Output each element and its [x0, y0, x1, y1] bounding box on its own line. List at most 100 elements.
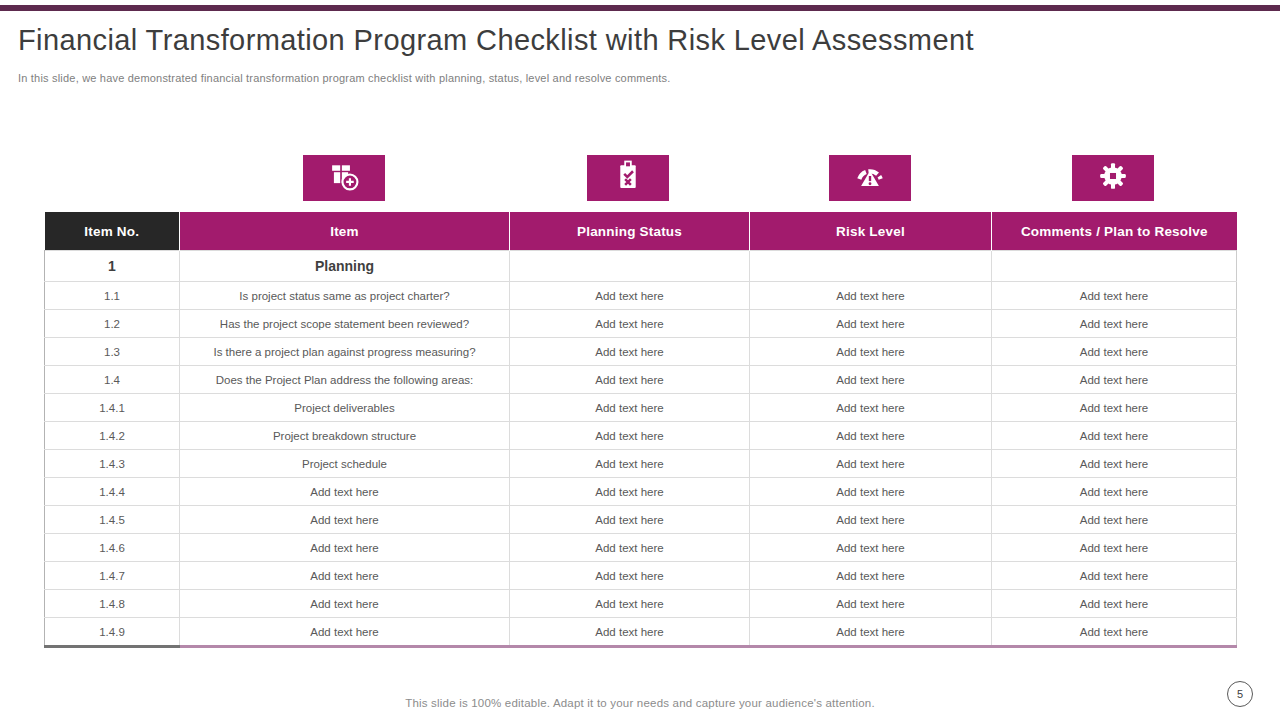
column-header-item: Item [180, 212, 510, 251]
item-cell: Add text here [180, 478, 510, 506]
item-cell: Project breakdown structure [180, 422, 510, 450]
item-cell: Add text here [180, 590, 510, 618]
table-row: 1.4.6 Add text here Add text here Add te… [45, 534, 1237, 562]
risk-cell[interactable]: Add text here [750, 422, 992, 450]
item-cell: Project schedule [180, 450, 510, 478]
status-cell[interactable]: Add text here [510, 506, 750, 534]
item-no-cell: 1.4.9 [45, 618, 180, 647]
status-cell[interactable]: Add text here [510, 562, 750, 590]
item-no-cell: 1.4.8 [45, 590, 180, 618]
resolve-gear-icon-tile [1072, 155, 1154, 201]
comments-cell[interactable]: Add text here [992, 422, 1237, 450]
item-cell: Is project status same as project charte… [180, 282, 510, 310]
table-row: 1.1 Is project status same as project ch… [45, 282, 1237, 310]
comments-cell[interactable]: Add text here [992, 534, 1237, 562]
item-no-cell: 1.4.6 [45, 534, 180, 562]
footer-note: This slide is 100% editable. Adapt it to… [0, 697, 1280, 709]
status-cell[interactable]: Add text here [510, 366, 750, 394]
risk-cell[interactable]: Add text here [750, 394, 992, 422]
page-subtitle: In this slide, we have demonstrated fina… [18, 72, 1118, 84]
risk-gauge-icon-tile [829, 155, 911, 201]
comments-cell[interactable]: Add text here [992, 478, 1237, 506]
add-item-icon [325, 157, 363, 199]
status-cell[interactable]: Add text here [510, 394, 750, 422]
comments-cell[interactable]: Add text here [992, 562, 1237, 590]
item-cell: Project deliverables [180, 394, 510, 422]
table-row: 1.4.7 Add text here Add text here Add te… [45, 562, 1237, 590]
resolve-gear-icon [1094, 157, 1132, 199]
item-no-cell: 1 [45, 251, 180, 282]
item-no-cell: 1.4 [45, 366, 180, 394]
risk-cell[interactable]: Add text here [750, 338, 992, 366]
risk-cell [750, 251, 992, 282]
item-cell: Add text here [180, 562, 510, 590]
status-cell[interactable]: Add text here [510, 534, 750, 562]
item-no-cell: 1.4.4 [45, 478, 180, 506]
column-header-risk-level: Risk Level [750, 212, 992, 251]
item-cell: Add text here [180, 618, 510, 647]
item-no-cell: 1.4.5 [45, 506, 180, 534]
risk-cell[interactable]: Add text here [750, 590, 992, 618]
item-cell: Planning [180, 251, 510, 282]
comments-cell[interactable]: Add text here [992, 590, 1237, 618]
status-cell[interactable]: Add text here [510, 618, 750, 647]
item-no-cell: 1.4.1 [45, 394, 180, 422]
table-row: 1.2 Has the project scope statement been… [45, 310, 1237, 338]
table-row: 1.4.3 Project schedule Add text here Add… [45, 450, 1237, 478]
risk-cell[interactable]: Add text here [750, 310, 992, 338]
comments-cell[interactable]: Add text here [992, 618, 1237, 647]
table-row: 1.4.9 Add text here Add text here Add te… [45, 618, 1237, 647]
table-row: 1.4.8 Add text here Add text here Add te… [45, 590, 1237, 618]
column-header-item-no: Item No. [45, 212, 180, 251]
checklist-table: Item No. Item Planning Status Risk Level… [44, 212, 1237, 648]
checklist-icon-tile [587, 155, 669, 201]
comments-cell[interactable]: Add text here [992, 450, 1237, 478]
page-number-badge: 5 [1227, 681, 1253, 707]
table-row: 1.3 Is there a project plan against prog… [45, 338, 1237, 366]
status-cell[interactable]: Add text here [510, 310, 750, 338]
table-row: 1.4.1 Project deliverables Add text here… [45, 394, 1237, 422]
risk-cell[interactable]: Add text here [750, 450, 992, 478]
comments-cell [992, 251, 1237, 282]
item-no-cell: 1.4.7 [45, 562, 180, 590]
checklist-icon [609, 157, 647, 199]
status-cell[interactable]: Add text here [510, 450, 750, 478]
comments-cell[interactable]: Add text here [992, 506, 1237, 534]
comments-cell[interactable]: Add text here [992, 394, 1237, 422]
risk-cell[interactable]: Add text here [750, 618, 992, 647]
item-cell: Add text here [180, 534, 510, 562]
table-row: 1.4 Does the Project Plan address the fo… [45, 366, 1237, 394]
status-cell [510, 251, 750, 282]
status-cell[interactable]: Add text here [510, 338, 750, 366]
risk-gauge-icon [851, 157, 889, 199]
status-cell[interactable]: Add text here [510, 590, 750, 618]
item-cell: Add text here [180, 506, 510, 534]
page-title: Financial Transformation Program Checkli… [18, 24, 1218, 57]
item-no-cell: 1.3 [45, 338, 180, 366]
status-cell[interactable]: Add text here [510, 478, 750, 506]
risk-cell[interactable]: Add text here [750, 534, 992, 562]
comments-cell[interactable]: Add text here [992, 366, 1237, 394]
risk-cell[interactable]: Add text here [750, 506, 992, 534]
risk-cell[interactable]: Add text here [750, 282, 992, 310]
item-cell: Is there a project plan against progress… [180, 338, 510, 366]
status-cell[interactable]: Add text here [510, 282, 750, 310]
item-cell: Has the project scope statement been rev… [180, 310, 510, 338]
risk-cell[interactable]: Add text here [750, 562, 992, 590]
page-number: 5 [1237, 688, 1243, 700]
table-row: 1.4.4 Add text here Add text here Add te… [45, 478, 1237, 506]
item-no-cell: 1.1 [45, 282, 180, 310]
item-no-cell: 1.2 [45, 310, 180, 338]
column-header-comments: Comments / Plan to Resolve [992, 212, 1237, 251]
table-body: 1 Planning 1.1 Is project status same as… [45, 251, 1237, 647]
table-row: 1.4.2 Project breakdown structure Add te… [45, 422, 1237, 450]
item-no-cell: 1.4.2 [45, 422, 180, 450]
comments-cell[interactable]: Add text here [992, 282, 1237, 310]
table-row: 1.4.5 Add text here Add text here Add te… [45, 506, 1237, 534]
comments-cell[interactable]: Add text here [992, 310, 1237, 338]
comments-cell[interactable]: Add text here [992, 338, 1237, 366]
status-cell[interactable]: Add text here [510, 422, 750, 450]
risk-cell[interactable]: Add text here [750, 366, 992, 394]
risk-cell[interactable]: Add text here [750, 478, 992, 506]
item-cell: Does the Project Plan address the follow… [180, 366, 510, 394]
